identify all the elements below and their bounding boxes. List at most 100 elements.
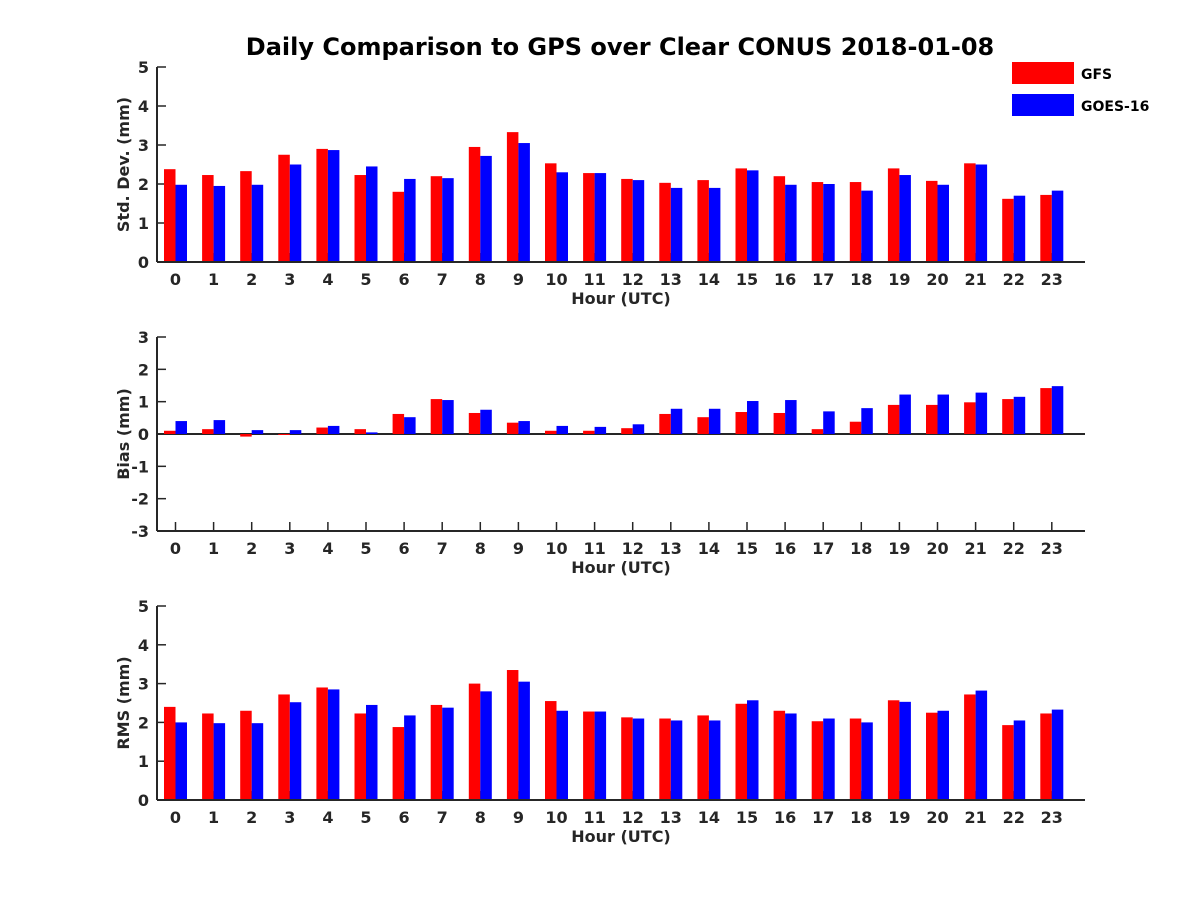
bar-gfs-hour-9 (506, 422, 519, 434)
x-tick-label: 6 (399, 808, 410, 827)
bar-gfs-hour-11 (583, 711, 595, 800)
x-tick-label: 13 (660, 270, 682, 289)
bar-goes16-hour-22 (1013, 720, 1026, 800)
bar-gfs-hour-7 (430, 176, 443, 262)
bar-gfs-hour-19 (887, 168, 900, 262)
x-tick-label: 2 (246, 808, 257, 827)
bar-goes16-hour-9 (518, 143, 530, 262)
bar-gfs-hour-4 (316, 687, 328, 800)
x-tick-label: 14 (698, 808, 720, 827)
y-tick-label: 2 (138, 360, 149, 379)
bar-gfs-hour-0 (164, 169, 176, 262)
y-tick-label: 5 (138, 58, 149, 77)
y-tick-label: 1 (138, 214, 149, 233)
x-tick-label: 19 (888, 539, 910, 558)
bar-gfs-hour-5 (354, 713, 366, 800)
bar-gfs-hour-23 (1040, 194, 1052, 262)
x-tick-label: 13 (660, 539, 682, 558)
bar-goes16-hour-23 (1051, 190, 1064, 262)
bar-goes16-hour-13 (670, 408, 683, 434)
x-tick-label: 0 (170, 808, 181, 827)
y-tick-label: 0 (138, 425, 149, 444)
bar-gfs-hour-8 (468, 412, 481, 434)
bar-gfs-hour-1 (202, 429, 214, 434)
bar-goes16-hour-7 (442, 178, 454, 262)
bar-gfs-hour-9 (506, 670, 519, 800)
x-tick-label: 7 (437, 808, 448, 827)
x-tick-label: 16 (774, 808, 796, 827)
bar-goes16-hour-12 (632, 424, 645, 434)
bar-gfs-hour-19 (887, 404, 900, 434)
x-tick-label: 5 (360, 270, 371, 289)
x-tick-label: 0 (170, 270, 181, 289)
bar-gfs-hour-18 (849, 182, 862, 262)
bar-gfs-hour-20 (926, 404, 938, 434)
x-tick-label: 7 (437, 270, 448, 289)
bar-gfs-hour-8 (468, 683, 481, 800)
x-tick-label: 8 (475, 539, 486, 558)
x-tick-label: 23 (1041, 270, 1063, 289)
bar-gfs-hour-6 (392, 413, 405, 434)
bar-goes16-hour-14 (708, 187, 721, 262)
x-tick-label: 22 (1003, 808, 1025, 827)
bar-goes16-hour-6 (404, 178, 416, 262)
bar-goes16-hour-10 (556, 425, 568, 434)
y-tick-label: 3 (138, 136, 149, 155)
x-tick-label: 20 (926, 539, 948, 558)
bar-goes16-hour-15 (747, 401, 759, 434)
x-tick-label: 12 (622, 539, 644, 558)
bar-gfs-hour-6 (392, 727, 405, 800)
x-tick-label: 0 (170, 539, 181, 558)
bar-goes16-hour-4 (327, 425, 340, 434)
x-tick-label: 5 (360, 808, 371, 827)
bar-goes16-hour-0 (175, 722, 187, 800)
bar-gfs-hour-18 (849, 421, 862, 434)
x-axis-label: Hour (UTC) (571, 827, 671, 846)
y-tick-label: 1 (138, 393, 149, 412)
bar-gfs-hour-23 (1040, 713, 1052, 800)
y-tick-label: 2 (138, 713, 149, 732)
bar-goes16-hour-11 (594, 426, 607, 434)
x-tick-label: 12 (622, 270, 644, 289)
bar-gfs-hour-20 (926, 180, 938, 262)
bar-goes16-hour-16 (785, 184, 797, 262)
x-axis-label: Hour (UTC) (571, 558, 671, 577)
bar-gfs-hour-2 (240, 434, 252, 437)
bar-goes16-hour-1 (213, 185, 226, 262)
bar-gfs-hour-19 (887, 700, 900, 800)
y-tick-label: -2 (131, 490, 149, 509)
x-tick-label: 10 (545, 270, 567, 289)
bar-goes16-hour-4 (327, 150, 340, 262)
y-tick-label: 3 (138, 675, 149, 694)
x-tick-label: 11 (583, 270, 605, 289)
bar-goes16-hour-16 (785, 713, 797, 800)
bar-goes16-hour-21 (975, 164, 988, 262)
bar-gfs-hour-3 (278, 434, 290, 435)
x-tick-label: 6 (399, 539, 410, 558)
bar-goes16-hour-0 (175, 184, 187, 262)
x-tick-label: 6 (399, 270, 410, 289)
bar-gfs-hour-1 (202, 713, 214, 800)
x-tick-label: 9 (513, 539, 524, 558)
bar-gfs-hour-4 (316, 427, 328, 434)
x-tick-label: 10 (545, 808, 567, 827)
bar-goes16-hour-3 (289, 164, 302, 262)
x-tick-label: 19 (888, 270, 910, 289)
bar-goes16-hour-20 (937, 184, 949, 262)
bar-gfs-hour-22 (1002, 725, 1014, 800)
bar-goes16-hour-22 (1013, 195, 1026, 262)
x-tick-label: 3 (284, 539, 295, 558)
bar-gfs-hour-15 (735, 703, 747, 800)
x-tick-label: 23 (1041, 539, 1063, 558)
bar-goes16-hour-10 (556, 172, 568, 262)
bar-goes16-hour-2 (251, 184, 264, 262)
x-tick-label: 7 (437, 539, 448, 558)
bar-gfs-hour-12 (621, 178, 633, 262)
bar-goes16-hour-19 (899, 701, 911, 800)
x-tick-label: 22 (1003, 270, 1025, 289)
y-tick-label: 2 (138, 175, 149, 194)
x-tick-label: 2 (246, 539, 257, 558)
x-tick-label: 14 (698, 539, 720, 558)
bar-goes16-hour-14 (708, 720, 721, 800)
